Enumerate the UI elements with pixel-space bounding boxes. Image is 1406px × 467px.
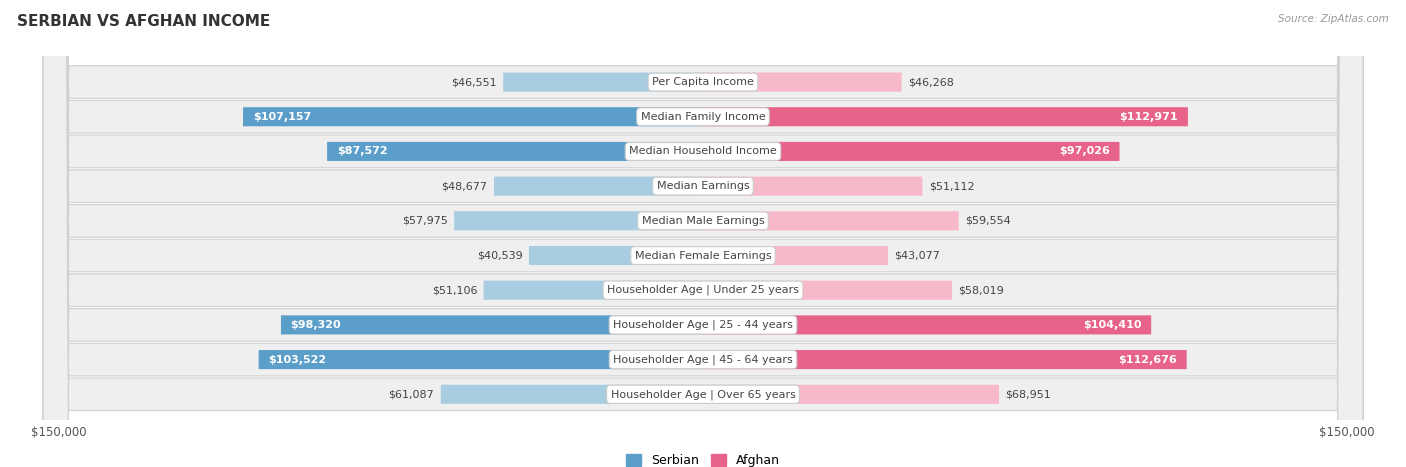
FancyBboxPatch shape: [259, 350, 703, 369]
FancyBboxPatch shape: [703, 177, 922, 196]
FancyBboxPatch shape: [328, 142, 703, 161]
FancyBboxPatch shape: [494, 177, 703, 196]
Text: $103,522: $103,522: [269, 354, 326, 365]
Text: $40,539: $40,539: [477, 250, 523, 261]
Text: Median Family Income: Median Family Income: [641, 112, 765, 122]
FancyBboxPatch shape: [44, 0, 1362, 467]
FancyBboxPatch shape: [44, 0, 1362, 467]
Text: $68,951: $68,951: [1005, 389, 1052, 399]
Text: $104,410: $104,410: [1083, 320, 1142, 330]
FancyBboxPatch shape: [44, 0, 1362, 467]
FancyBboxPatch shape: [44, 0, 1362, 467]
FancyBboxPatch shape: [703, 246, 889, 265]
FancyBboxPatch shape: [703, 107, 1188, 126]
Text: Source: ZipAtlas.com: Source: ZipAtlas.com: [1278, 14, 1389, 24]
Text: $51,112: $51,112: [929, 181, 974, 191]
Text: $51,106: $51,106: [432, 285, 477, 295]
FancyBboxPatch shape: [44, 0, 1362, 467]
FancyBboxPatch shape: [703, 211, 959, 230]
FancyBboxPatch shape: [441, 385, 703, 404]
Text: $97,026: $97,026: [1059, 147, 1109, 156]
FancyBboxPatch shape: [529, 246, 703, 265]
FancyBboxPatch shape: [703, 142, 1119, 161]
Text: $59,554: $59,554: [965, 216, 1011, 226]
Legend: Serbian, Afghan: Serbian, Afghan: [621, 449, 785, 467]
FancyBboxPatch shape: [44, 0, 1362, 467]
Text: SERBIAN VS AFGHAN INCOME: SERBIAN VS AFGHAN INCOME: [17, 14, 270, 29]
Text: Householder Age | 25 - 44 years: Householder Age | 25 - 44 years: [613, 319, 793, 330]
Text: $61,087: $61,087: [388, 389, 434, 399]
Text: $46,268: $46,268: [908, 77, 953, 87]
Text: $112,676: $112,676: [1118, 354, 1177, 365]
FancyBboxPatch shape: [44, 0, 1362, 467]
FancyBboxPatch shape: [484, 281, 703, 300]
FancyBboxPatch shape: [503, 72, 703, 92]
Text: $43,077: $43,077: [894, 250, 941, 261]
Text: Householder Age | Over 65 years: Householder Age | Over 65 years: [610, 389, 796, 400]
FancyBboxPatch shape: [44, 0, 1362, 467]
Text: Median Earnings: Median Earnings: [657, 181, 749, 191]
FancyBboxPatch shape: [44, 0, 1362, 467]
FancyBboxPatch shape: [703, 281, 952, 300]
Text: Median Male Earnings: Median Male Earnings: [641, 216, 765, 226]
FancyBboxPatch shape: [454, 211, 703, 230]
FancyBboxPatch shape: [703, 385, 1000, 404]
FancyBboxPatch shape: [44, 0, 1362, 467]
Text: $58,019: $58,019: [959, 285, 1004, 295]
Text: $107,157: $107,157: [253, 112, 311, 122]
FancyBboxPatch shape: [703, 315, 1152, 334]
Text: Householder Age | 45 - 64 years: Householder Age | 45 - 64 years: [613, 354, 793, 365]
Text: Median Female Earnings: Median Female Earnings: [634, 250, 772, 261]
Text: Median Household Income: Median Household Income: [628, 147, 778, 156]
Text: $48,677: $48,677: [441, 181, 488, 191]
Text: $46,551: $46,551: [451, 77, 496, 87]
Text: $87,572: $87,572: [337, 147, 388, 156]
FancyBboxPatch shape: [703, 350, 1187, 369]
Text: $112,971: $112,971: [1119, 112, 1178, 122]
Text: $98,320: $98,320: [291, 320, 342, 330]
Text: $57,975: $57,975: [402, 216, 447, 226]
FancyBboxPatch shape: [281, 315, 703, 334]
Text: Householder Age | Under 25 years: Householder Age | Under 25 years: [607, 285, 799, 296]
FancyBboxPatch shape: [703, 72, 901, 92]
Text: Per Capita Income: Per Capita Income: [652, 77, 754, 87]
FancyBboxPatch shape: [243, 107, 703, 126]
